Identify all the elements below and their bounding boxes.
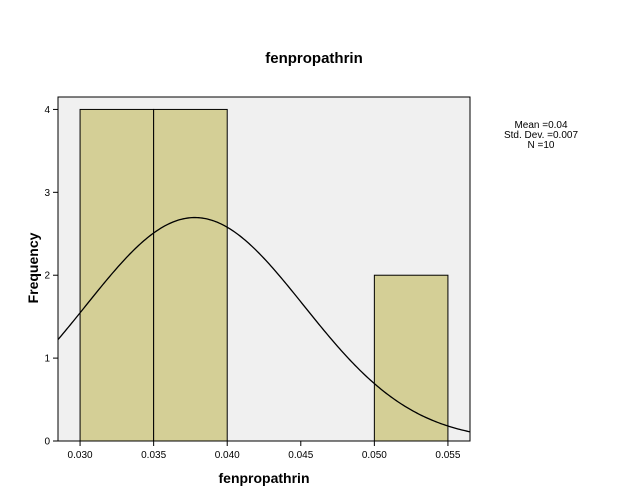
- chart-title: fenpropathrin: [265, 50, 363, 67]
- histogram-bar-1: [153, 108, 228, 442]
- x-axis-label: fenpropathrin: [219, 470, 310, 486]
- x-tick-label-0: 0.030: [68, 450, 93, 461]
- y-tick-label-1: 1: [44, 354, 50, 365]
- stats-legend: Mean =0.04 Std. Dev. =0.007 N =10: [504, 120, 578, 151]
- y-tick-label-4: 4: [44, 105, 50, 116]
- histogram-bar-0: [79, 108, 155, 442]
- x-tick-label-1: 0.035: [141, 450, 166, 461]
- x-tick-label-4: 0.050: [362, 450, 387, 461]
- stats-n: N =10: [528, 140, 555, 151]
- stats-mean: Mean =0.04: [514, 120, 568, 131]
- bars-group: [79, 108, 449, 442]
- x-tick-label-2: 0.040: [215, 450, 240, 461]
- x-tick-label-3: 0.045: [288, 450, 313, 461]
- normal-curve: [57, 216, 471, 433]
- histogram-bar-2: [373, 274, 449, 442]
- y-axis-ticks: 0 1 2 3 4: [44, 105, 58, 448]
- x-axis-ticks: 0.030 0.035 0.040 0.045 0.050 0.055: [68, 441, 461, 461]
- y-axis-label: Frequency: [25, 232, 41, 303]
- y-tick-label-3: 3: [44, 188, 50, 199]
- stats-std-dev: Std. Dev. =0.007: [504, 130, 578, 141]
- y-tick-label-0: 0: [44, 437, 50, 448]
- y-tick-label-2: 2: [44, 271, 50, 282]
- x-tick-label-5: 0.055: [435, 450, 460, 461]
